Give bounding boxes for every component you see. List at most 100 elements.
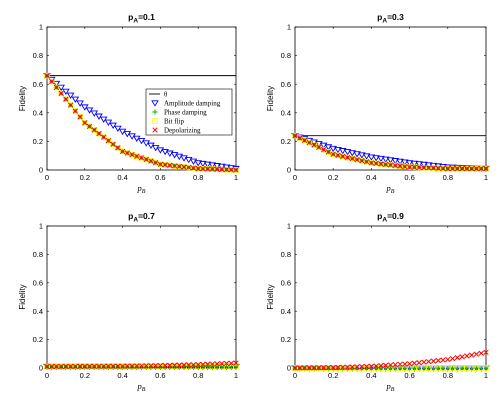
data-point	[180, 155, 188, 162]
x-tick-label: 0.2	[80, 173, 90, 182]
data-point	[190, 362, 197, 368]
data-point	[171, 163, 178, 169]
y-tick-label: 0.4	[33, 108, 43, 117]
data-point	[105, 137, 112, 144]
data-point	[223, 360, 230, 367]
data-point	[77, 114, 83, 120]
data-point	[430, 358, 437, 364]
chart-title: pA=0.9	[377, 211, 404, 224]
data-point	[143, 363, 149, 369]
data-point	[478, 365, 484, 371]
data-point	[190, 165, 197, 171]
x-tick-label: 0.6	[155, 371, 165, 380]
data-point	[176, 362, 182, 368]
x-tick-label: 0.8	[193, 173, 203, 182]
data-point	[373, 160, 379, 167]
data-point	[311, 365, 317, 371]
data-point	[445, 165, 451, 172]
data-point	[105, 363, 112, 369]
data-point	[186, 362, 192, 368]
chart-3: 0 0.2 0.4 0.6 0.8 1 0 0.2 0.4 0.6 0.8 1 pA=0.7 Fideli…	[18, 211, 240, 393]
data-point	[387, 162, 394, 168]
data-point	[134, 363, 140, 369]
data-point	[421, 165, 427, 171]
data-point	[96, 130, 102, 137]
data-point	[483, 165, 489, 172]
data-point	[167, 162, 173, 169]
data-point	[85, 107, 94, 114]
data-point	[483, 365, 489, 371]
data-point	[454, 365, 460, 371]
series-3	[292, 132, 489, 172]
data-point	[214, 363, 220, 370]
data-point	[99, 116, 108, 123]
data-point	[402, 163, 408, 170]
x-tick-label: 0.6	[404, 371, 414, 380]
data-point	[392, 362, 398, 368]
data-point	[170, 152, 179, 159]
data-point	[426, 365, 432, 371]
x-tick-label: 1	[234, 371, 238, 380]
data-point	[396, 158, 404, 166]
chart-title: pA=0.7	[128, 211, 155, 224]
y-tick-label: 0	[39, 364, 43, 373]
data-point	[338, 148, 347, 155]
data-point	[316, 144, 322, 150]
data-point	[148, 363, 154, 370]
data-point	[86, 123, 93, 130]
data-point	[416, 164, 422, 171]
data-point	[344, 365, 351, 371]
data-point	[292, 365, 298, 371]
chart-4: 0 0.2 0.4 0.6 0.8 1 0 0.2 0.4 0.6 0.8 1 pA=0.9 Fideli…	[266, 211, 490, 393]
data-point	[204, 166, 211, 172]
x-tick-label: 0	[45, 371, 49, 380]
y-tick-label: 0.6	[33, 278, 43, 287]
x-tick-label: 0	[45, 173, 49, 182]
data-point	[67, 102, 74, 108]
x-axis-label: pB	[137, 183, 146, 195]
data-point	[90, 110, 99, 117]
data-point	[464, 353, 470, 359]
data-point	[410, 160, 419, 168]
data-point	[397, 361, 403, 368]
data-point	[420, 161, 428, 169]
data-point	[58, 90, 64, 96]
data-point	[176, 163, 182, 170]
data-point	[138, 363, 145, 370]
data-point	[171, 362, 178, 368]
data-point	[449, 355, 456, 362]
data-point	[469, 352, 475, 358]
plot-area	[46, 225, 237, 369]
data-point	[483, 165, 489, 172]
data-point	[464, 165, 470, 172]
x-tick-label: 0	[293, 371, 297, 380]
data-point	[464, 365, 470, 371]
data-point	[63, 363, 69, 370]
series-4	[292, 349, 489, 371]
data-point	[96, 363, 102, 369]
x-axis-label: pB	[386, 381, 395, 393]
data-point	[445, 356, 451, 363]
x-tick-label: 0.8	[443, 371, 453, 380]
data-point	[335, 152, 341, 158]
data-point	[325, 364, 332, 371]
x-tick-label: 0.4	[366, 371, 376, 380]
data-point	[167, 362, 173, 368]
data-point	[233, 167, 239, 173]
data-point	[219, 360, 225, 367]
data-point	[363, 159, 370, 165]
data-point	[421, 359, 427, 365]
data-point	[162, 162, 168, 168]
chart-1: 0 0.2 0.4 0.6 0.8 1 0 0.2 0.4 0.6 0.8 1 pA=0.1 Fideli…	[18, 12, 240, 195]
legend-marker	[152, 109, 158, 115]
data-point	[430, 365, 437, 371]
data-point	[105, 138, 112, 144]
x-tick-label: 0.2	[328, 371, 338, 380]
y-tick-label: 0.8	[281, 51, 291, 60]
legend-entry: Amplitude damping	[164, 99, 221, 107]
y-tick-label: 0.8	[281, 250, 291, 259]
data-point	[181, 362, 187, 368]
data-point	[194, 160, 202, 167]
legend-entry: θ	[164, 90, 168, 98]
data-point	[348, 150, 357, 157]
